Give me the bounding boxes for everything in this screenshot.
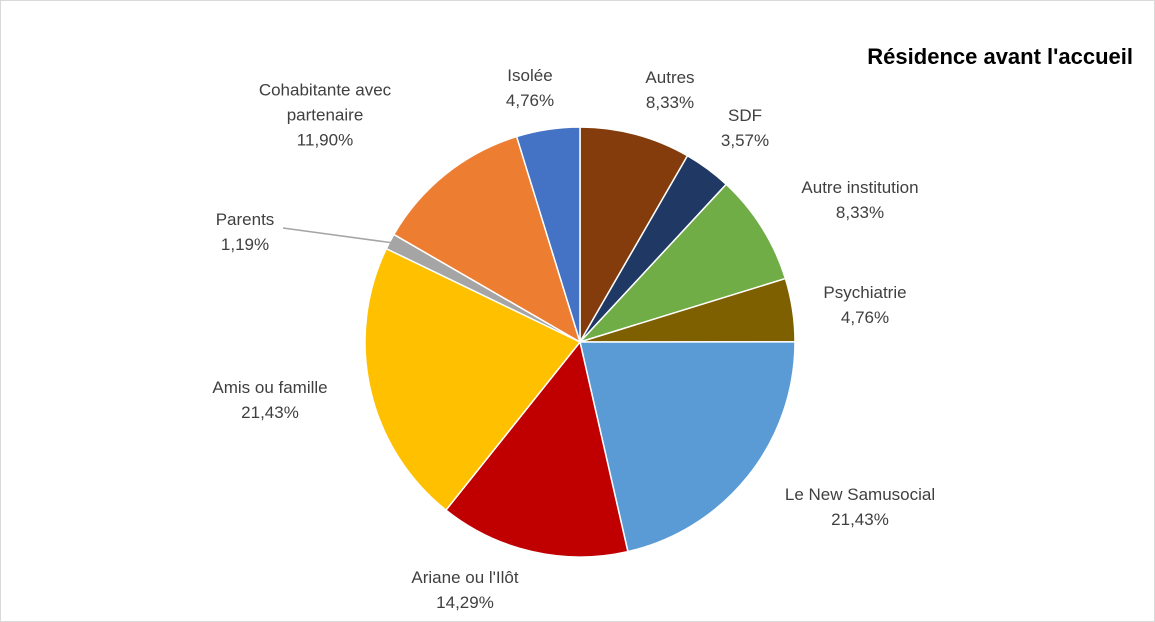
pie-slice — [579, 341, 796, 553]
slice-label: Autre institution 8,33% — [801, 175, 918, 225]
pie-slice — [392, 135, 582, 344]
pie-slice — [579, 126, 689, 345]
pie-slice — [515, 126, 581, 343]
category-label: Isolée — [507, 66, 553, 85]
slice-label: Amis ou famille 21,43% — [212, 375, 327, 425]
category-label: SDF — [727, 106, 762, 125]
pie-slice — [444, 340, 629, 558]
category-label: Amis ou famille — [212, 378, 328, 397]
leader-line — [282, 227, 393, 244]
value-label: 8,33% — [835, 203, 885, 222]
category-label: Autres — [645, 68, 695, 87]
slice-label: Cohabitante avec partenaire 11,90% — [225, 78, 425, 153]
pie-slice — [364, 247, 582, 512]
slice-label: Parents 1,19% — [216, 207, 275, 257]
pie-slice — [577, 183, 787, 344]
slice-label: Le New Samusocial 21,43% — [785, 482, 935, 532]
value-label: 1,19% — [220, 235, 270, 254]
slice-label: SDF 3,57% — [721, 103, 769, 153]
slice-label: Psychiatrie 4,76% — [823, 280, 906, 330]
chart-title: Résidence avant l'accueil — [867, 44, 1133, 69]
value-label: 4,76% — [840, 308, 890, 327]
slice-label: Autres 8,33% — [645, 65, 694, 115]
slice-label: Ariane ou l'Ilôt 14,29% — [411, 565, 518, 615]
value-label: 21,43% — [831, 510, 889, 529]
value-label: 4,76% — [505, 91, 555, 110]
value-label: 3,57% — [720, 131, 770, 150]
category-label: Autre institution — [801, 178, 919, 197]
value-label: 8,33% — [645, 93, 695, 112]
value-label: 11,90% — [296, 130, 354, 150]
category-label: Ariane ou l'Ilôt — [411, 568, 519, 587]
category-label: Parents — [215, 210, 275, 229]
value-label: 14,29% — [436, 593, 494, 612]
value-label: 21,43% — [241, 403, 299, 422]
category-label: Le New Samusocial — [784, 485, 936, 504]
category-label: Cohabitante avec partenaire — [258, 80, 392, 125]
category-label: Psychiatrie — [823, 283, 907, 302]
slice-label: Isolée 4,76% — [506, 63, 554, 113]
